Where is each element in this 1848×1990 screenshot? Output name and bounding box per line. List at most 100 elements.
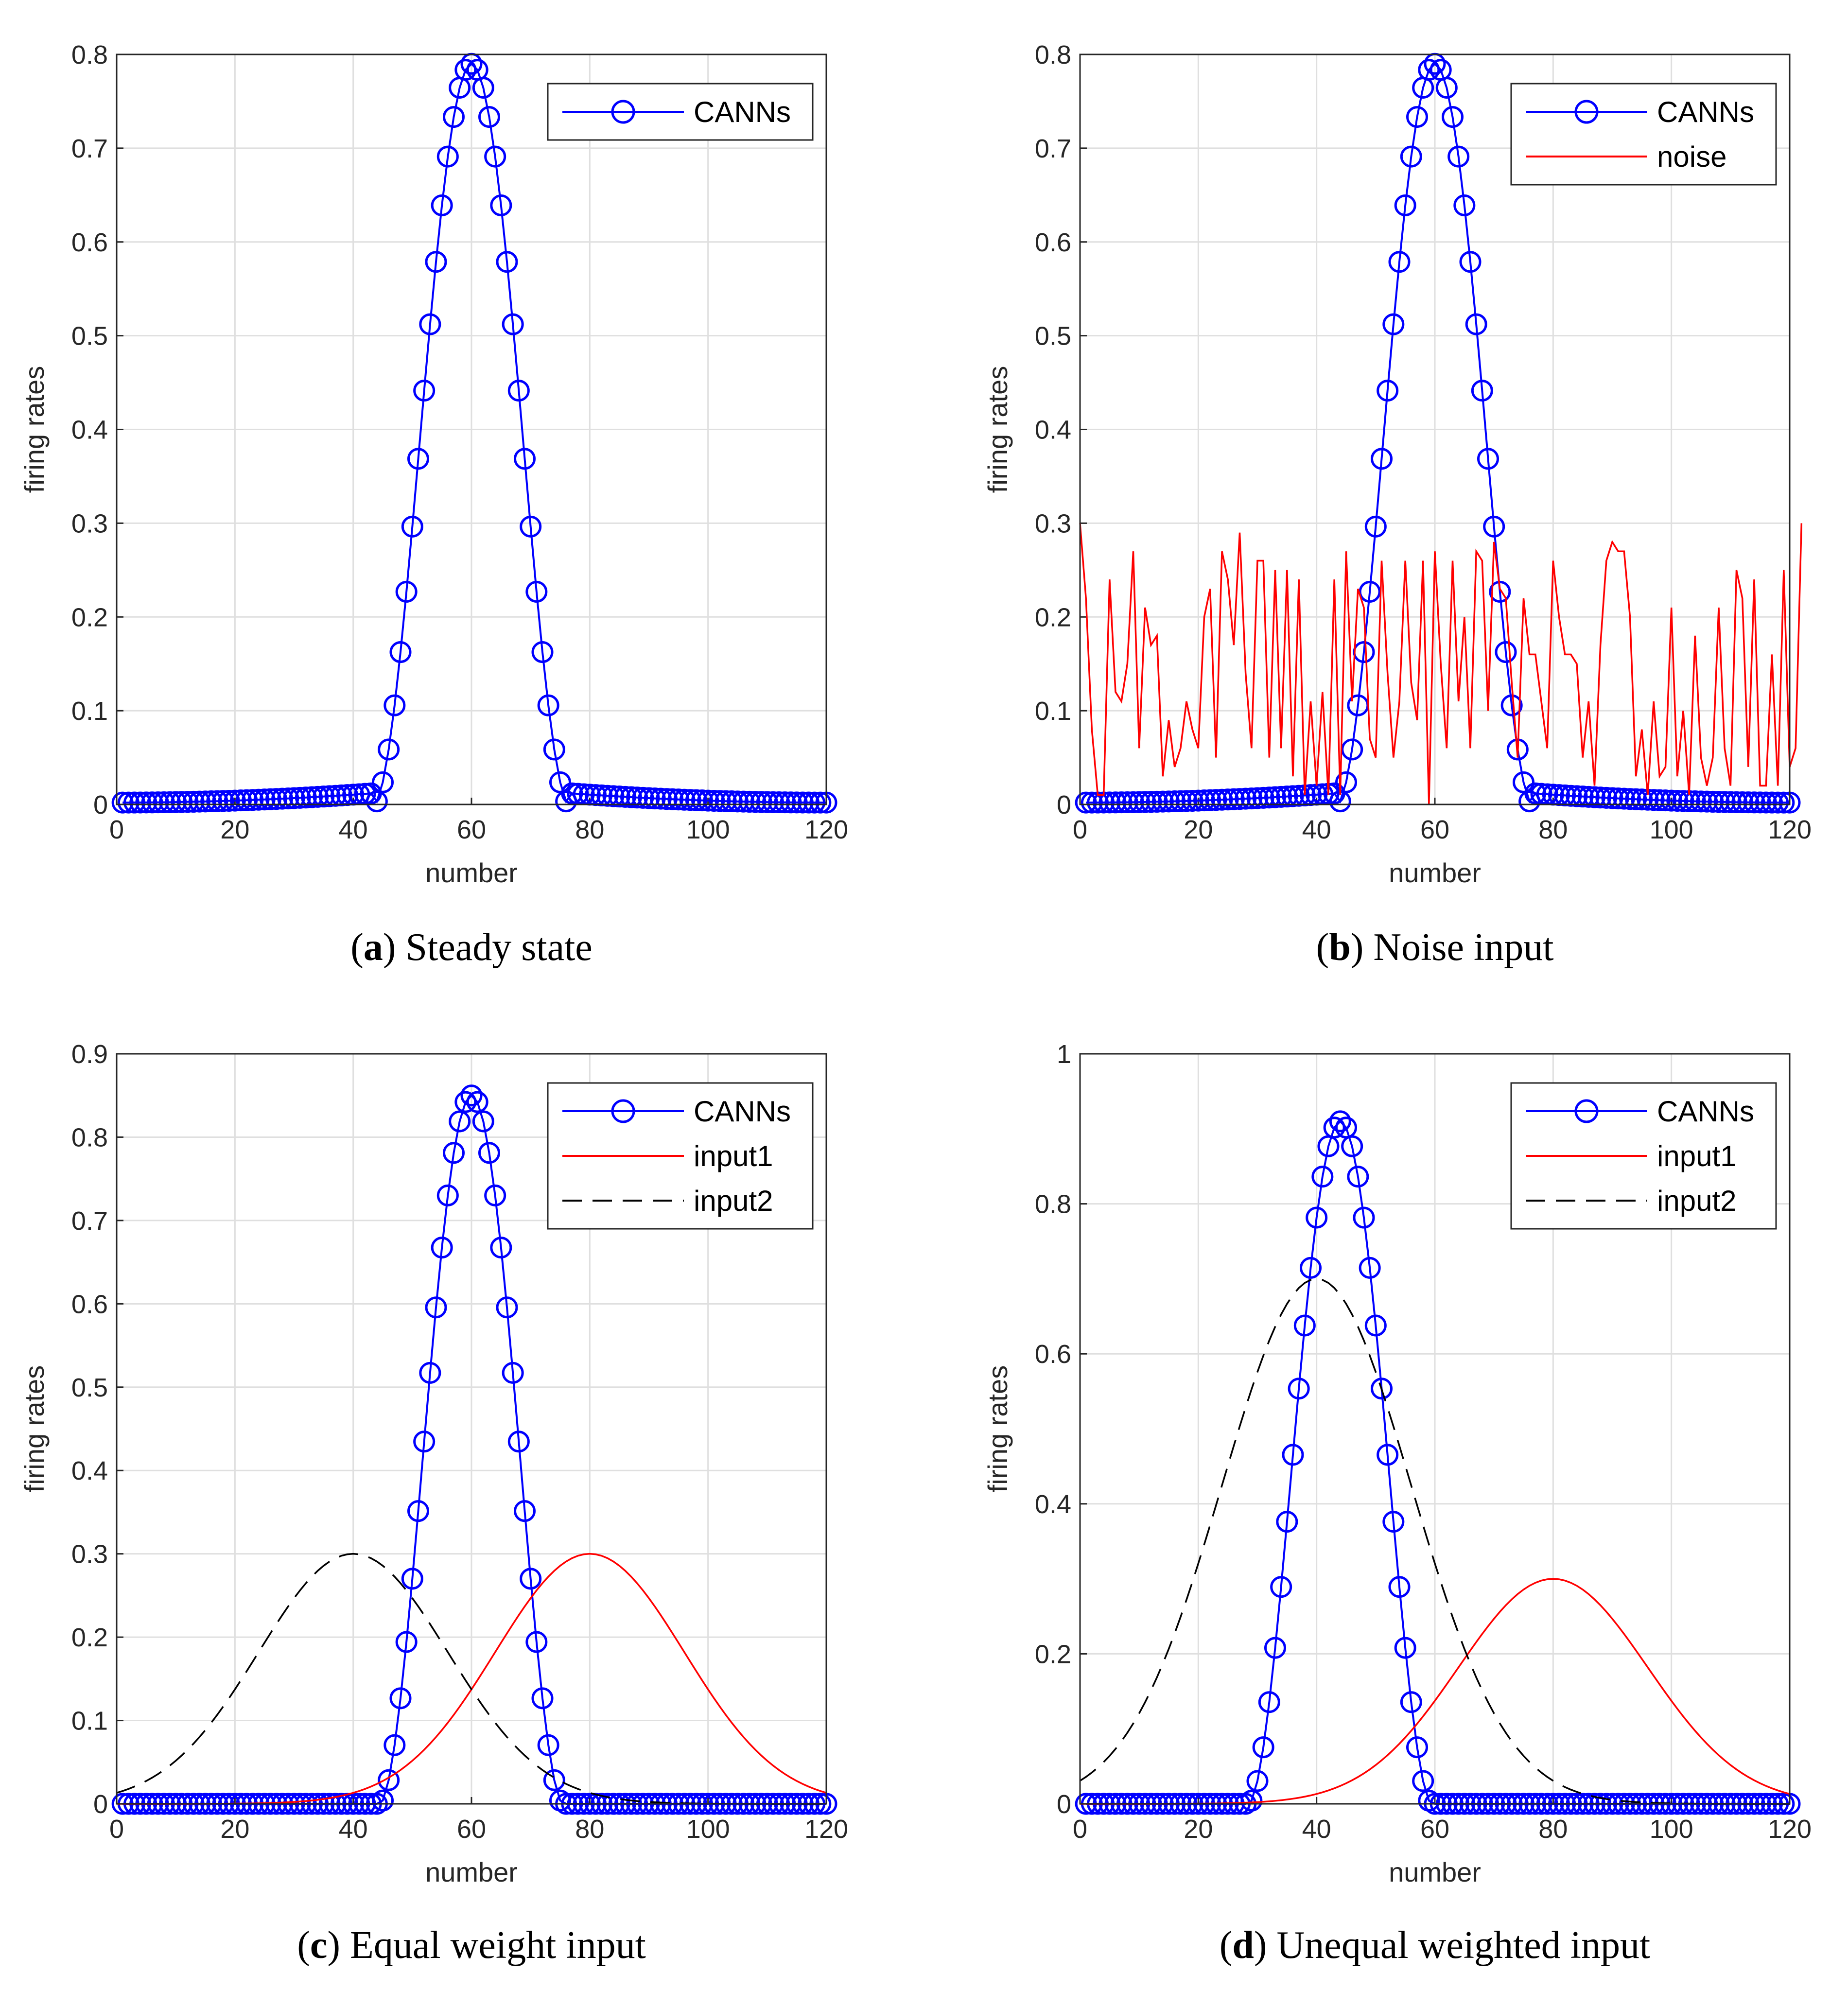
data-point-CANNs [1104,791,1127,814]
y-tick-label: 0.3 [71,509,108,538]
data-point-CANNs [454,59,477,81]
data-point-CANNs [1199,789,1221,811]
caption-paren-open: ( [297,1924,310,1967]
y-axis-label: firing rates [19,1365,50,1492]
data-point-CANNs [1246,787,1269,809]
data-point-CANNs [1773,791,1795,814]
data-point-CANNs [123,791,145,814]
caption-paren-open: ( [1220,1924,1233,1967]
data-point-CANNs [1465,313,1487,335]
data-point-CANNs [1584,786,1605,808]
y-tick-label: 0.5 [71,322,108,351]
x-tick-label: 40 [1302,815,1331,844]
data-point-CANNs [449,1110,471,1133]
data-point-CANNs [395,580,418,603]
data-point-CANNs [715,790,737,812]
y-tick-label: 0.2 [1035,1640,1071,1669]
x-tick-label: 20 [1184,815,1213,844]
data-point-CANNs [1335,771,1357,793]
data-point-CANNs [1708,791,1730,813]
caption-paren-close: ) [1351,926,1374,969]
data-point-CANNs [1495,641,1517,663]
data-point-CANNs [1418,59,1440,81]
data-point-CANNs [727,790,749,813]
caption-paren-close: ) [1254,1924,1277,1967]
data-point-CANNs [324,785,347,807]
data-point-CANNs [750,791,772,813]
y-axis-label: firing rates [982,366,1013,493]
data-point-CANNs [259,788,281,810]
data-point-CANNs [1146,790,1168,813]
data-point-CANNs [431,1237,453,1259]
data-point-CANNs [1371,1378,1393,1400]
data-point-CANNs [1607,787,1629,810]
series-line-noise [1079,523,1803,805]
x-tick-label: 100 [1650,815,1693,844]
x-tick-label: 80 [575,815,604,844]
data-point-CANNs [384,1734,406,1756]
data-point-CANNs [1435,76,1458,99]
x-axis-label: number [1389,857,1481,888]
data-point-CANNs [1081,791,1103,814]
data-point-CANNs [738,790,761,813]
data-point-CANNs [1264,1637,1286,1659]
legend-label-CANNs: CANNs [694,1095,791,1128]
data-point-CANNs [1660,789,1683,812]
data-point-CANNs [1713,791,1736,813]
data-point-CANNs [1571,786,1594,808]
data-point-CANNs [1400,1691,1422,1713]
x-tick-label: 60 [1420,815,1449,844]
data-point-CANNs [1394,1637,1416,1659]
data-point-CANNs [1134,791,1156,813]
data-point-CANNs [147,791,169,814]
data-point-CANNs [1619,788,1641,810]
data-point-CANNs [768,791,790,813]
data-point-CANNs [176,791,199,813]
data-point-CANNs [1394,194,1416,217]
y-tick-label: 0.5 [1035,322,1071,351]
x-tick-label: 0 [1073,815,1087,844]
y-tick-label: 0 [93,790,108,820]
panel-caption: (b) Noise input [1316,926,1554,969]
data-point-CANNs [537,694,559,716]
y-tick-label: 0 [93,1790,108,1819]
data-point-CANNs [425,251,447,273]
legend-marker-CANNs [611,1099,635,1123]
data-point-CANNs [289,786,311,809]
data-point-CANNs [679,789,701,811]
data-point-CANNs [1353,1206,1375,1229]
data-point-CANNs [1128,791,1151,813]
data-point-CANNs [685,789,707,811]
data-point-CANNs [165,791,187,813]
data-point-CANNs [389,1687,412,1710]
data-point-CANNs [1252,1736,1274,1759]
axes-box [116,1053,827,1805]
x-tick-label: 20 [220,815,249,844]
data-point-CANNs [1211,788,1233,811]
data-point-CANNs [1169,790,1192,812]
data-point-CANNs [200,790,223,813]
legend: CANNs input1 input2 [1510,1082,1777,1230]
data-point-CANNs [1483,515,1505,538]
data-point-CANNs [1377,380,1399,402]
data-point-CANNs [537,1734,559,1756]
data-point-CANNs [1719,791,1742,813]
x-tick-label: 40 [1302,1815,1331,1844]
data-point-CANNs [218,789,240,812]
series-input2 [1080,1278,1790,1805]
data-point-CANNs [188,790,210,813]
data-point-CANNs [561,782,583,804]
data-point-CANNs [1400,145,1422,168]
data-point-CANNs [206,790,228,812]
x-tick-label: 80 [1538,815,1568,844]
data-point-CANNs [236,789,258,811]
data-point-CANNs [614,786,636,808]
data-point-CANNs [1737,791,1760,814]
data-point-CANNs [1217,788,1239,811]
legend-marker-CANNs [1574,1099,1599,1123]
x-tick-label: 120 [1768,815,1812,844]
data-point-CANNs [744,791,767,813]
data-point-CANNs [484,1184,506,1206]
data-point-CANNs [490,194,512,217]
